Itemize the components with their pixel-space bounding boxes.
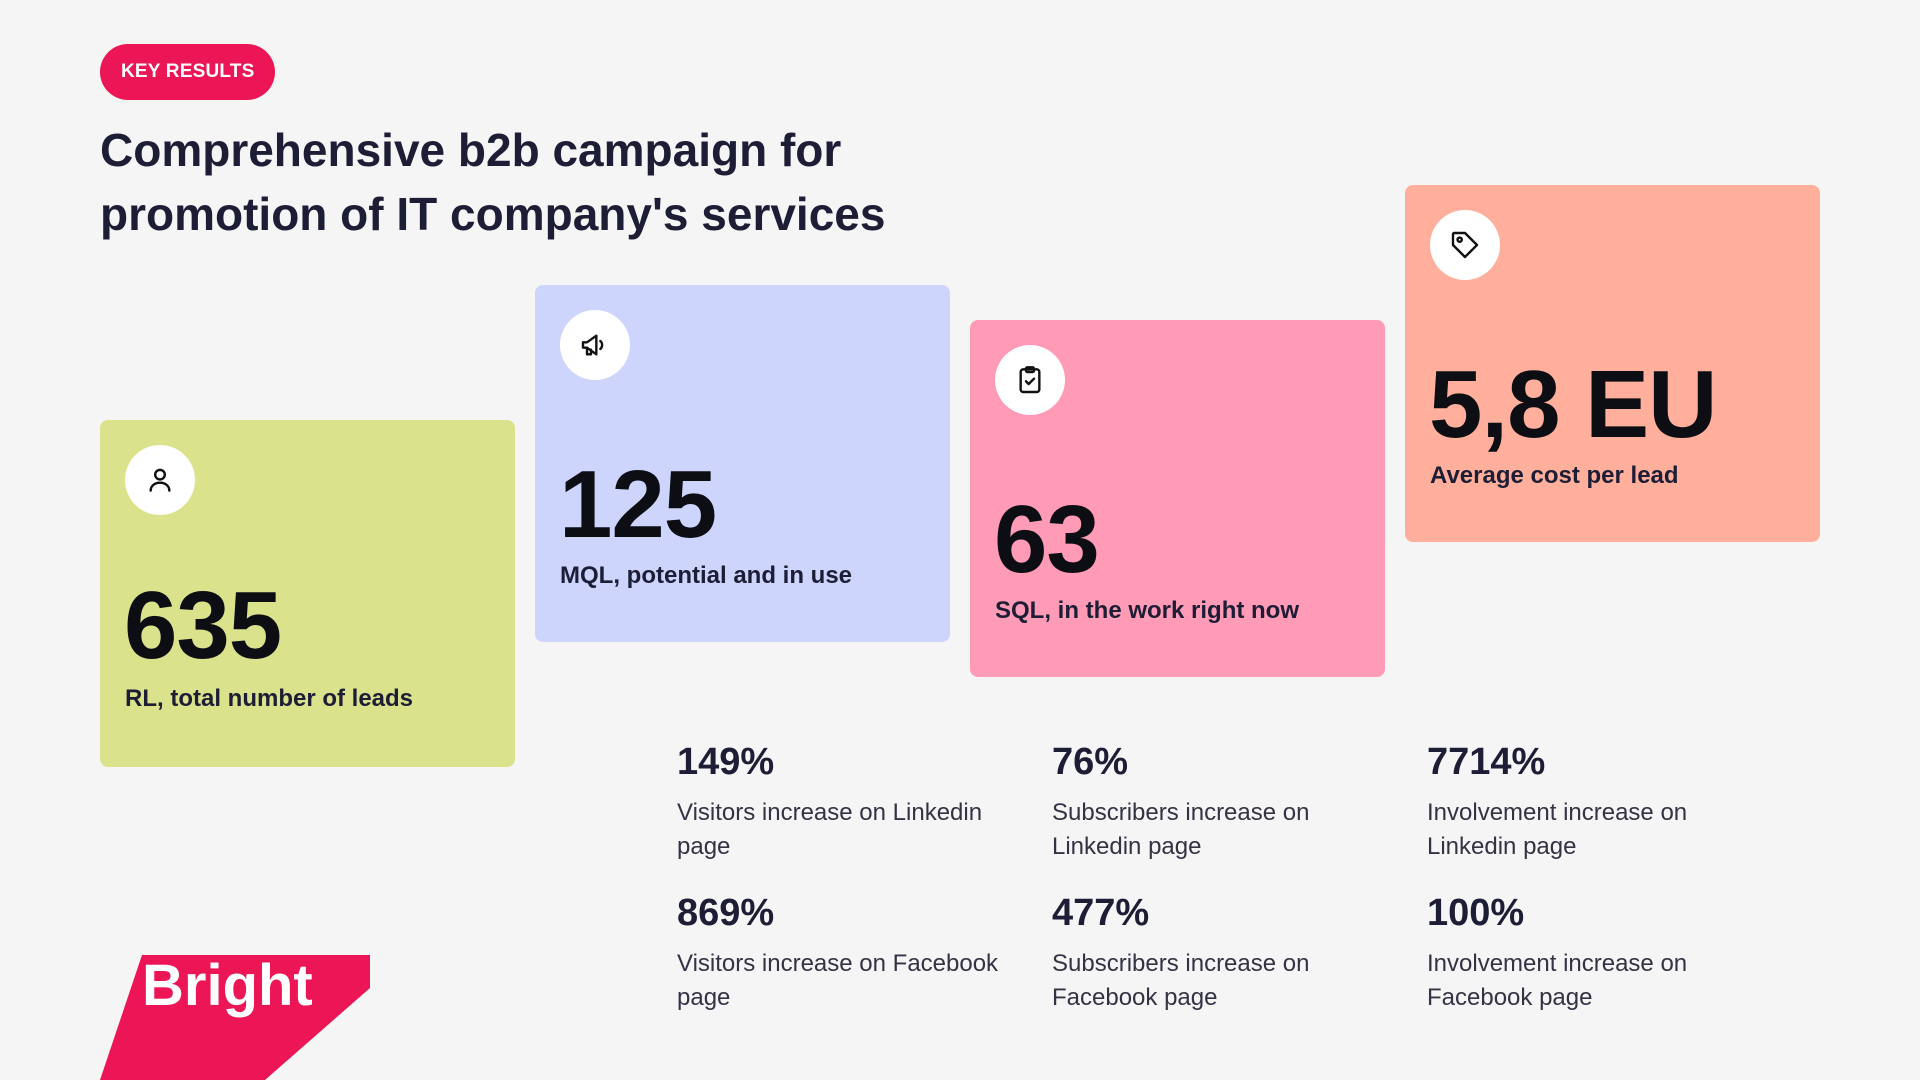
- stat-label: Involvement increase on Linkedin page: [1427, 799, 1688, 860]
- logo-text: Bright: [142, 953, 313, 1018]
- stat-value: 149%: [677, 741, 775, 783]
- megaphone-icon: [560, 310, 630, 380]
- tag-icon: [1430, 210, 1500, 280]
- stat-label: Visitors increase on Linkedin page: [677, 799, 983, 860]
- bright-logo: Bright: [100, 953, 370, 1080]
- page-title-line-2: promotion of IT company's services: [100, 188, 886, 240]
- stat-label: Involvement increase on Facebook page: [1427, 950, 1688, 1011]
- clipboard-check-icon: [995, 345, 1065, 415]
- metric-label: RL, total number of leads: [125, 685, 414, 712]
- metric-card-sql: 63 SQL, in the work right now: [970, 320, 1385, 677]
- stat-facebook-visitors: 869% Visitors increase on Facebook page: [677, 889, 1017, 1015]
- stat-linkedin-involvement: 7714% Involvement increase on Linkedin p…: [1427, 738, 1767, 864]
- metric-card-cost-per-lead: 5,8 EU Average cost per lead: [1405, 185, 1820, 542]
- stat-value: 477%: [1052, 892, 1150, 934]
- metric-value: 635: [124, 572, 282, 679]
- stat-linkedin-visitors: 149% Visitors increase on Linkedin page: [677, 738, 1017, 864]
- metric-value: 63: [994, 486, 1100, 593]
- stat-facebook-subscribers: 477% Subscribers increase on Facebook pa…: [1052, 889, 1392, 1015]
- logo-shape: [100, 955, 370, 1080]
- stat-value: 100%: [1427, 892, 1525, 934]
- stat-label: Visitors increase on Facebook page: [677, 950, 999, 1011]
- stat-value: 76%: [1052, 741, 1129, 783]
- metric-card-mql: 125 MQL, potential and in use: [535, 285, 950, 642]
- key-results-badge: KEY RESULTS: [100, 44, 276, 100]
- page-title: Comprehensive b2b campaign for promotion…: [100, 118, 1000, 246]
- user-icon: [125, 445, 195, 515]
- metric-label: Average cost per lead: [1430, 462, 1679, 489]
- stat-facebook-involvement: 100% Involvement increase on Facebook pa…: [1427, 889, 1767, 1015]
- stat-value: 869%: [677, 892, 775, 934]
- metric-label: SQL, in the work right now: [995, 597, 1299, 624]
- metric-value: 125: [559, 451, 717, 558]
- stat-label: Subscribers increase on Linkedin page: [1052, 799, 1310, 860]
- metric-label: MQL, potential and in use: [560, 562, 853, 589]
- metric-value: 5,8 EU: [1429, 351, 1717, 458]
- stat-linkedin-subscribers: 76% Subscribers increase on Linkedin pag…: [1052, 738, 1392, 864]
- stat-label: Subscribers increase on Facebook page: [1052, 950, 1310, 1011]
- page-title-line-1: Comprehensive b2b campaign for: [100, 124, 842, 176]
- stat-value: 7714%: [1427, 741, 1546, 783]
- metric-card-leads: 635 RL, total number of leads: [100, 420, 515, 767]
